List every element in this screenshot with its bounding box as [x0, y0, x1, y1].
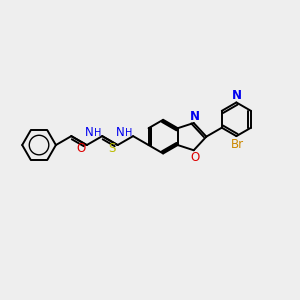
Text: S: S — [108, 142, 116, 155]
Text: N: N — [85, 126, 94, 139]
Text: N: N — [116, 126, 125, 139]
Text: O: O — [76, 142, 86, 155]
Text: Br: Br — [231, 138, 244, 151]
Text: N: N — [231, 89, 242, 102]
Text: N: N — [190, 110, 200, 123]
Text: H: H — [125, 128, 132, 138]
Text: O: O — [190, 151, 200, 164]
Text: H: H — [94, 128, 101, 138]
